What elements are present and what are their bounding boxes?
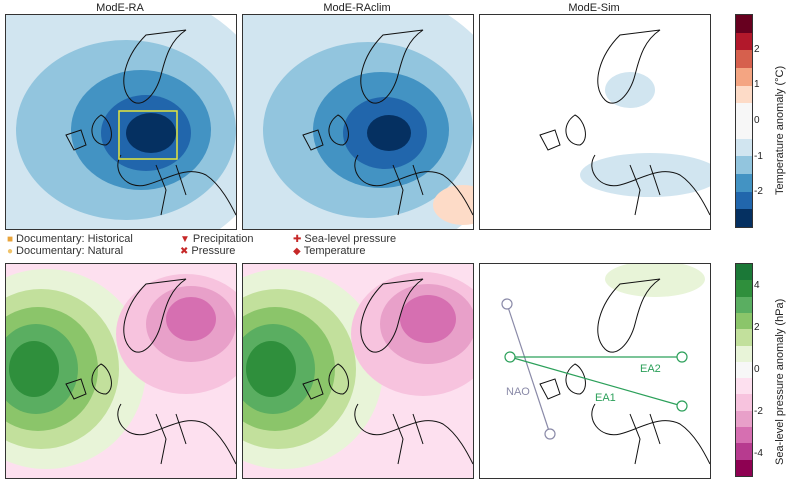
cbar-temp-swatch xyxy=(736,121,752,140)
legend-sea-level-pressure: ✚ Sea-level pressure xyxy=(293,233,397,245)
colorbar-slp-label: Sea-level pressure anomaly (hPa) xyxy=(774,298,786,465)
title-mode-raclim: ModE-RAclim xyxy=(323,2,391,14)
label-nao: NAO xyxy=(506,386,530,398)
colorbar-temperature-label: Temperature anomaly (°C) xyxy=(774,65,786,195)
cbar-temp-swatch xyxy=(736,209,752,228)
cbar-slp-tick: -2 xyxy=(754,406,763,417)
cbar-temp-swatch xyxy=(736,32,752,51)
cbar-temp-swatch xyxy=(736,156,752,175)
cbar-slp-tick: -4 xyxy=(754,448,763,459)
cbar-temp-swatch xyxy=(736,174,752,193)
cbar-slp-swatch xyxy=(736,280,752,298)
label-ea1: EA1 xyxy=(595,392,616,404)
title-mode-ra: ModE-RA xyxy=(96,2,144,14)
marker-legend: ■ Documentary: Historical ● Documentary: N… xyxy=(5,233,475,259)
cbar-temp-tick: -1 xyxy=(754,151,763,162)
cbar-temp-swatch xyxy=(736,68,752,87)
cbar-slp-swatch xyxy=(736,410,752,428)
cbar-slp-tick: 0 xyxy=(754,364,760,375)
cbar-temp-tick: -2 xyxy=(754,186,763,197)
title-mode-sim: ModE-Sim xyxy=(568,2,620,14)
cbar-slp-swatch xyxy=(736,361,752,379)
map-slp-mode-ra xyxy=(5,263,237,479)
label-ea2: EA2 xyxy=(640,363,661,375)
cbar-slp-swatch xyxy=(736,378,752,395)
cbar-slp-swatch xyxy=(736,459,752,477)
ea1-line xyxy=(509,356,683,407)
cbar-slp-swatch xyxy=(736,296,752,314)
cbar-temp-swatch xyxy=(736,85,752,104)
colorbar-temperature: 2 1 0 -1 -2 xyxy=(735,14,763,228)
cbar-slp-swatch xyxy=(736,345,752,363)
map-slp-mode-raclim xyxy=(242,263,474,479)
cbar-slp-tick: 2 xyxy=(754,322,760,333)
cbar-slp-swatch xyxy=(736,394,752,412)
cbar-temp-swatch xyxy=(736,15,752,34)
nao-line xyxy=(506,303,551,435)
map-temp-mode-ra xyxy=(5,14,237,230)
legend-doc-historical: ■ Documentary: Historical xyxy=(7,233,133,245)
map-temp-mode-sim xyxy=(479,14,711,230)
nao-node-north xyxy=(501,298,513,310)
cbar-temp-swatch xyxy=(736,191,752,210)
cbar-temp-tick: 1 xyxy=(754,79,760,90)
legend-temperature: ◆ Temperature xyxy=(293,245,366,257)
cbar-slp-swatch xyxy=(736,329,752,347)
cbar-slp-swatch xyxy=(736,427,752,444)
nao-node-south xyxy=(544,428,556,440)
legend-doc-natural: ● Documentary: Natural xyxy=(7,245,124,257)
cbar-temp-swatch xyxy=(736,50,752,69)
cbar-temp-tick: 2 xyxy=(754,44,760,55)
cbar-slp-swatch xyxy=(736,264,752,281)
map-temp-mode-raclim xyxy=(242,14,474,230)
legend-pressure: ✖ Pressure xyxy=(180,245,236,257)
cbar-slp-tick: 4 xyxy=(754,280,760,291)
cbar-temp-tick: 0 xyxy=(754,115,760,126)
cbar-slp-swatch xyxy=(736,443,752,461)
ea-node-west xyxy=(504,351,516,363)
ea1-node-east xyxy=(676,400,688,412)
cbar-slp-swatch xyxy=(736,312,752,330)
cbar-temp-swatch xyxy=(736,103,752,122)
ea2-node-east xyxy=(676,351,688,363)
colorbar-slp: 4 2 0 -2 -4 xyxy=(735,263,763,477)
cbar-temp-swatch xyxy=(736,138,752,157)
map-slp-indices: NAO EA1 EA2 xyxy=(479,263,711,479)
legend-precipitation: ▼ Precipitation xyxy=(180,233,254,245)
